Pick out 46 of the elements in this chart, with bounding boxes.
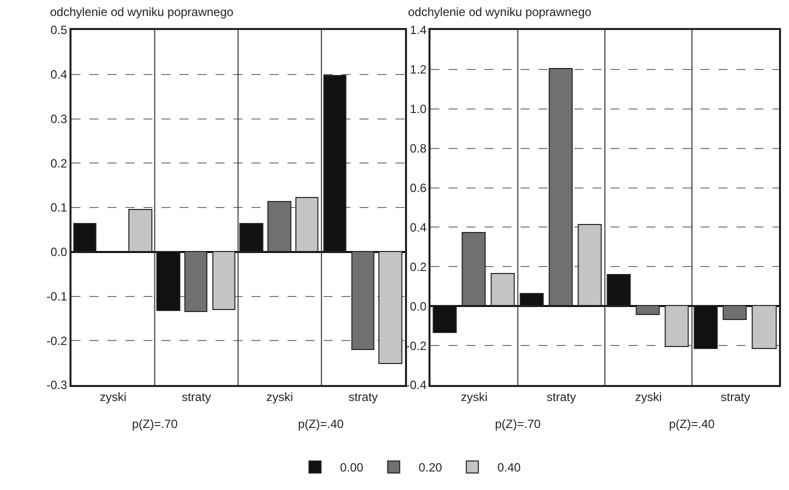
bar (212, 251, 236, 310)
text: p(Z)=.40 (298, 417, 344, 431)
bar (664, 305, 689, 347)
legend-label: 0.40 (497, 460, 522, 475)
y-tick-label: -0.4 (406, 378, 427, 392)
y-tick-label: 0.8 (410, 142, 427, 156)
bar (295, 197, 318, 252)
y-tick-label: 0.3 (50, 112, 68, 126)
y-tick-label: 0.1 (50, 200, 68, 215)
bar (722, 305, 747, 320)
y-tick-label: -0.1 (46, 289, 68, 304)
text: p(Z)=.40 (669, 417, 716, 431)
y-tick-label: 1.2 (410, 62, 427, 77)
y-tick-label: 0.5 (50, 23, 68, 38)
text: p(Z)=.70 (495, 417, 542, 431)
y-tick-label: 0.4 (410, 220, 427, 234)
y-tick-label: 1.0 (410, 102, 427, 116)
bar (378, 251, 402, 364)
x-tick-label: zyski (460, 390, 488, 404)
text: p(Z)=.70 (132, 417, 178, 431)
x-tick-label: straty (182, 390, 212, 404)
x-tick-label: zyski (635, 390, 662, 404)
x-tick-label: straty (720, 390, 750, 404)
y-tick-label: -0.3 (46, 378, 68, 392)
y-tick-label: 0.4 (50, 68, 68, 82)
y-tick-label: 0.2 (410, 260, 427, 274)
y-tick-label: -0.2 (406, 338, 427, 353)
bar (578, 224, 602, 306)
bar (128, 209, 152, 252)
y-axis-title: odchylenie od wyniku poprawnego (408, 5, 592, 19)
y-tick-label: 1.4 (410, 23, 427, 38)
y-tick-label: -0.2 (46, 334, 68, 348)
y-tick-label: 0.2 (50, 156, 68, 170)
x-tick-label: straty (546, 390, 576, 404)
y-tick-label: 0.0 (50, 245, 68, 260)
y-axis-title: odchylenie od wyniku poprawnego (50, 5, 234, 19)
y-tick-label: 0.0 (410, 299, 427, 314)
bar (490, 273, 515, 306)
x-tick-label: zyski (266, 390, 294, 404)
legend-label: 0.20 (418, 460, 442, 475)
bar (636, 305, 660, 315)
bar (752, 305, 777, 349)
y-tick-label: 0.6 (410, 180, 427, 195)
legend-label: 0.00 (340, 460, 364, 475)
x-tick-label: straty (348, 390, 378, 404)
x-tick-label: zyski (100, 390, 126, 404)
